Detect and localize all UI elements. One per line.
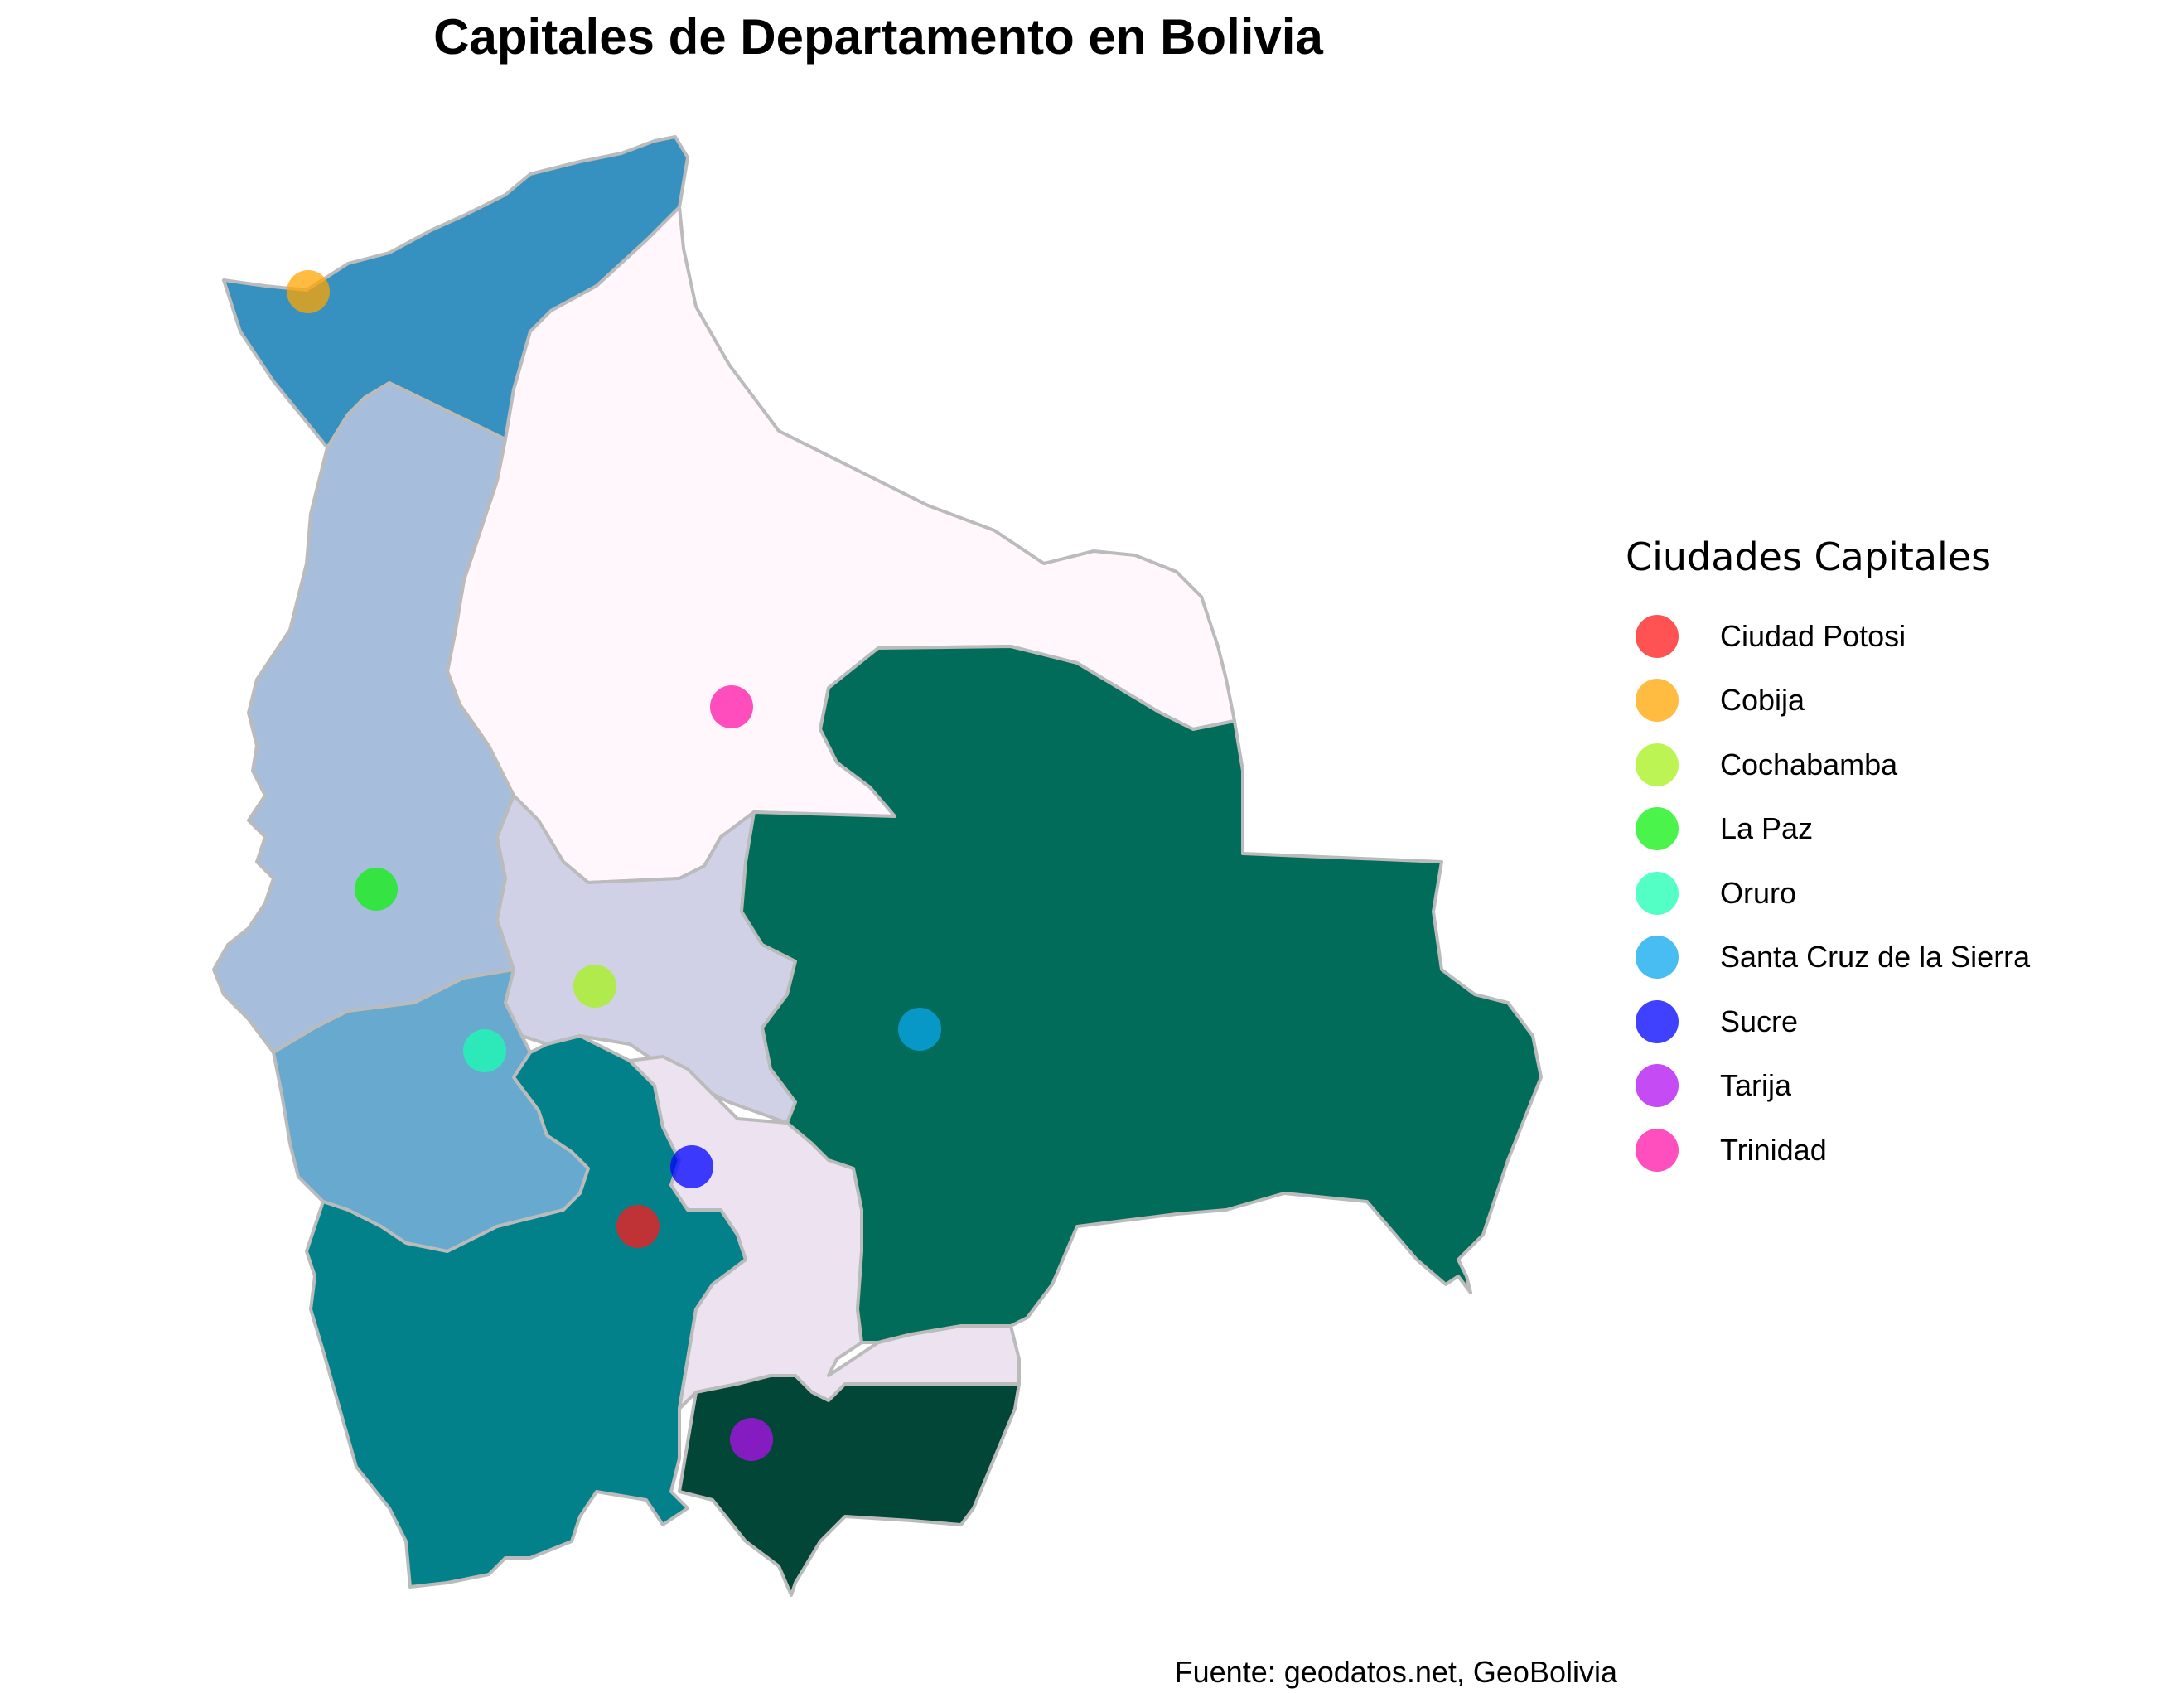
legend-item: Trinidad bbox=[1626, 1118, 2030, 1183]
legend-item: Santa Cruz de la Sierra bbox=[1626, 926, 2030, 990]
legend-key bbox=[1636, 871, 1679, 915]
legend-title: Ciudades Capitales bbox=[1626, 535, 1992, 579]
legend-key bbox=[1636, 743, 1679, 786]
city-marker-ciudad-potosi bbox=[616, 1205, 660, 1248]
legend-item: Tarija bbox=[1626, 1054, 2030, 1119]
legend-key bbox=[1636, 679, 1679, 723]
legend-key bbox=[1636, 999, 1679, 1043]
map-caption: Fuente: geodatos.net, GeoBolivia bbox=[1174, 1655, 1617, 1689]
city-marker-cobija bbox=[287, 270, 330, 313]
city-marker-oruro bbox=[463, 1029, 506, 1072]
legend-key bbox=[1636, 614, 1679, 658]
legend-label: Santa Cruz de la Sierra bbox=[1720, 940, 2031, 975]
city-marker-trinidad bbox=[710, 685, 753, 728]
city-marker-tarija bbox=[730, 1418, 773, 1461]
map-title: Capitales de Departamento en Bolivia bbox=[433, 9, 1323, 65]
department-santa-cruz bbox=[740, 645, 1543, 1344]
city-marker-la-paz bbox=[355, 868, 398, 911]
legend-label: Cobija bbox=[1720, 683, 1805, 718]
legend-label: Oruro bbox=[1720, 875, 1797, 910]
legend-label: La Paz bbox=[1720, 811, 1814, 846]
legend-item: Sucre bbox=[1626, 989, 2030, 1054]
legend-item: Cochabamba bbox=[1626, 733, 2030, 797]
legend-key bbox=[1636, 1064, 1679, 1108]
legend-key bbox=[1636, 807, 1679, 851]
legend-item: Ciudad Potosi bbox=[1626, 604, 2030, 669]
legend-key bbox=[1636, 1128, 1679, 1172]
legend-label: Ciudad Potosi bbox=[1720, 618, 1906, 653]
city-marker-cochabamba bbox=[573, 965, 616, 1008]
city-marker-santa-cruz bbox=[898, 1008, 941, 1051]
legend-item: La Paz bbox=[1626, 797, 2030, 862]
legend-label: Sucre bbox=[1720, 1004, 1799, 1038]
city-marker-sucre bbox=[670, 1145, 713, 1188]
legend-label: Tarija bbox=[1720, 1068, 1792, 1103]
department-la-paz bbox=[212, 381, 515, 1054]
legend-key bbox=[1636, 936, 1679, 980]
legend-label: Trinidad bbox=[1720, 1132, 1827, 1167]
department-tarija bbox=[678, 1374, 1021, 1597]
legend-item: Oruro bbox=[1626, 861, 2030, 926]
legend-item: Cobija bbox=[1626, 669, 2030, 733]
legend: Ciudades Capitales Ciudad Potosi Cobija … bbox=[1626, 535, 2030, 1183]
legend-label: Cochabamba bbox=[1720, 747, 1898, 781]
